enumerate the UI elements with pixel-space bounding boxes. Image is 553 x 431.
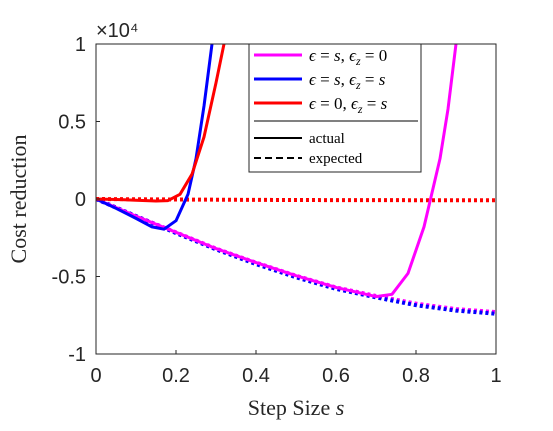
x-tick-label: 0.2 (162, 365, 190, 387)
x-tick-label: 0 (90, 365, 101, 387)
legend-box (248, 43, 422, 173)
exponent-label: ×10⁴ (96, 20, 139, 42)
legend-label-red: ϵ = 0, ϵz = s (309, 94, 388, 116)
y-tick-label: -1 (68, 344, 86, 366)
series-layer (96, 44, 496, 316)
series-line--s-z-s-expected- (96, 197, 496, 316)
ticks-layer: 0 0.2 0.4 0.6 0.8 1 -1 -0.5 0 0.5 1 (52, 34, 502, 387)
x-axis-label: Step Size s (248, 395, 345, 420)
legend-label-expected: expected (309, 151, 363, 167)
series-line--s-z-0-expected- (96, 197, 496, 315)
legend-label-blue: ϵ = s, ϵz = s (309, 70, 386, 92)
legend-label-actual: actual (309, 131, 345, 147)
x-tick-label: 0.8 (402, 365, 430, 387)
legend-label-magenta: ϵ = s, ϵz = 0 (309, 46, 387, 68)
series-line--0-z-s-actual- (96, 44, 226, 203)
series-line--s-z-s-actual- (96, 44, 214, 231)
x-tick-label: 0.6 (322, 365, 350, 387)
x-tick-label: 1 (490, 365, 501, 387)
y-tick-label: -0.5 (52, 267, 86, 289)
y-tick-label: 0.5 (58, 112, 86, 134)
y-axis-label: Cost reduction (6, 135, 31, 264)
legend: ϵ = s, ϵz = 0 ϵ = s, ϵz = s ϵ = 0, ϵz = … (248, 43, 422, 173)
x-tick-label: 0.4 (242, 365, 270, 387)
series-line--s-z-0-actual- (96, 44, 458, 299)
y-tick-label: 1 (75, 34, 86, 56)
y-tick-label: 0 (75, 189, 86, 211)
